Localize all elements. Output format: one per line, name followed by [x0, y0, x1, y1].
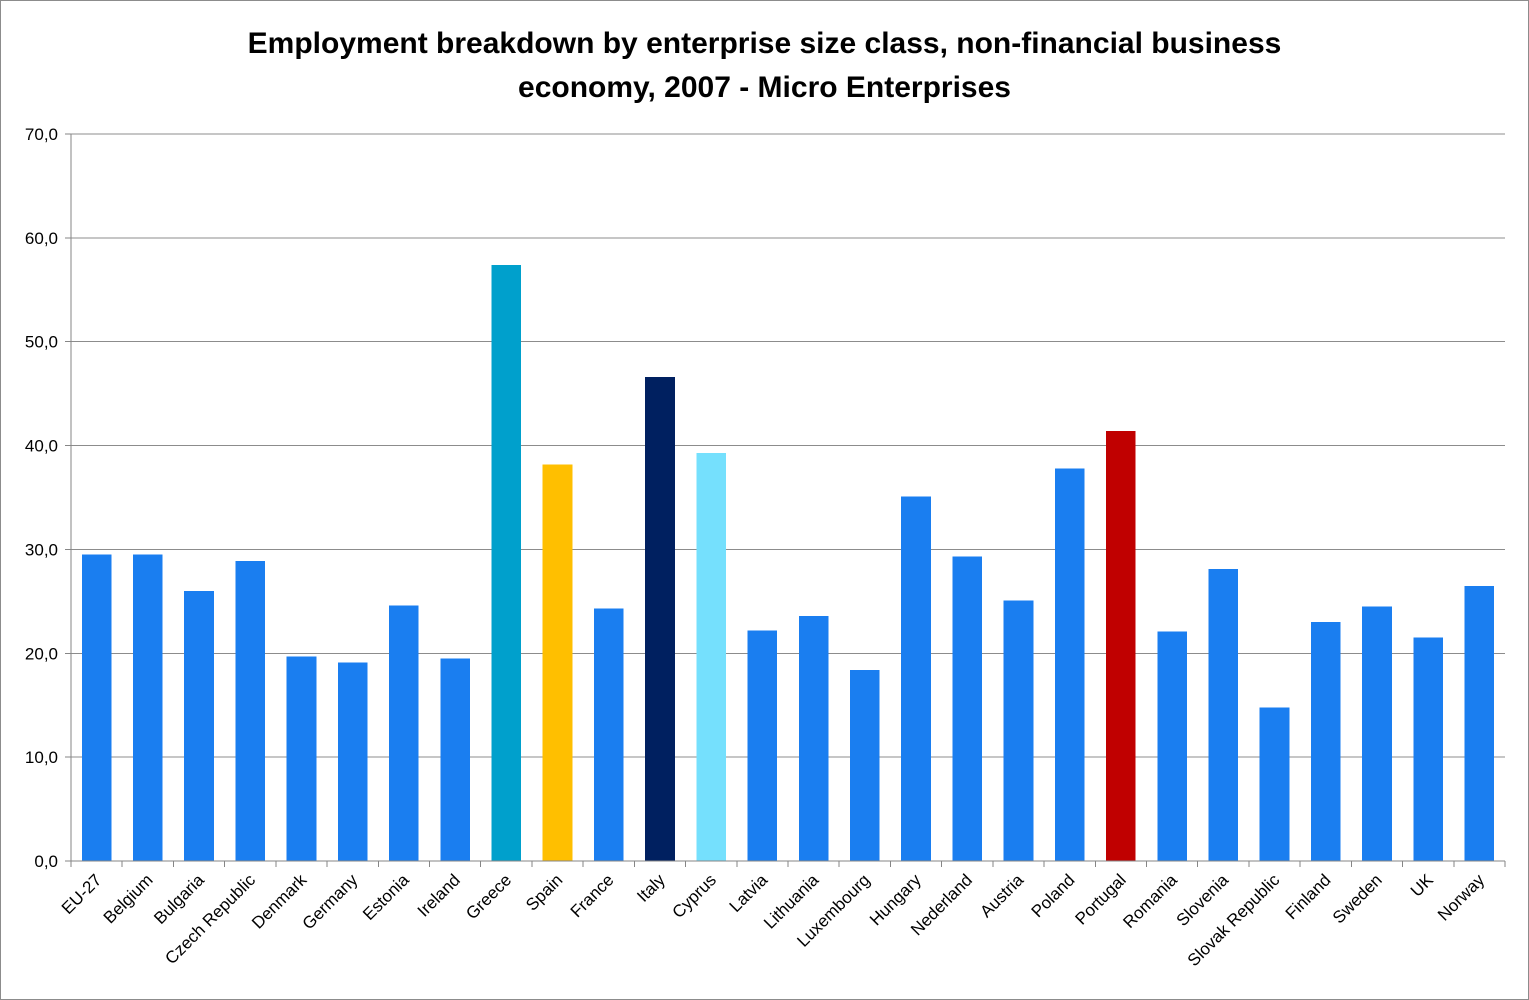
x-category-label: EU-27: [58, 870, 106, 918]
x-category-label: Cyprus: [668, 870, 720, 922]
x-category-label: Estonia: [359, 870, 413, 924]
y-tick-label: 20,0: [25, 644, 58, 663]
x-category-label: Belgium: [100, 870, 157, 927]
bar-belgium: [132, 554, 163, 861]
y-tick-label: 0,0: [34, 852, 58, 871]
x-category-label: France: [567, 870, 618, 921]
bar-austria: [1003, 600, 1034, 861]
bars: [81, 264, 1495, 861]
x-category-label: Poland: [1028, 870, 1079, 921]
bar-denmark: [286, 656, 317, 861]
bar-estonia: [389, 605, 419, 861]
bar-italy: [645, 377, 675, 861]
bar-slovak-republic: [1259, 707, 1290, 861]
bar-romania: [1157, 631, 1187, 861]
bar-ireland: [440, 658, 470, 861]
x-category-label: Ireland: [414, 870, 464, 920]
x-category-label: Austria: [976, 870, 1027, 921]
gridlines: [71, 133, 1505, 758]
bar-eu-27: [81, 554, 112, 861]
axes: [65, 133, 1506, 867]
bar-portugal: [1106, 431, 1136, 861]
x-category-label: Slovak Republic: [1184, 870, 1284, 970]
bar-bulgaria: [184, 590, 214, 861]
bar-france: [593, 608, 624, 861]
y-tick-label: 60,0: [25, 229, 58, 248]
bar-czech-republic: [235, 560, 266, 861]
bar-greece: [491, 264, 522, 861]
bar-cyprus: [696, 452, 727, 861]
bar-norway: [1464, 585, 1495, 861]
bar-lithuania: [798, 615, 829, 861]
bar-hungary: [901, 496, 931, 861]
x-category-label: Norway: [1434, 870, 1489, 925]
y-axis-tick-labels: 0,0 10,0 20,0 30,0 40,0 50,0 60,0 70,0: [25, 125, 58, 871]
x-category-label: Latvia: [726, 870, 772, 916]
x-category-label: UK: [1407, 870, 1438, 901]
y-tick-label: 50,0: [25, 333, 58, 352]
x-category-label: Spain: [522, 870, 566, 914]
bar-sweden: [1362, 606, 1392, 861]
y-tick-label: 30,0: [25, 540, 58, 559]
y-tick-label: 10,0: [25, 748, 58, 767]
x-category-label: Italy: [633, 870, 669, 906]
bar-luxembourg: [849, 669, 880, 861]
chart-title-line-2: economy, 2007 - Micro Enterprises: [518, 71, 1011, 104]
bar-germany: [337, 662, 368, 861]
x-category-label: Sweden: [1329, 870, 1386, 927]
x-category-label: Finland: [1282, 870, 1335, 923]
chart-title-line-1: Employment breakdown by enterprise size …: [247, 27, 1282, 60]
bar-finland: [1310, 622, 1341, 861]
bar-spain: [542, 464, 573, 861]
x-category-label: Greece: [462, 870, 515, 923]
y-tick-label: 40,0: [25, 437, 58, 456]
bar-latvia: [747, 630, 778, 861]
bar-uk: [1413, 637, 1444, 861]
x-category-label: Germany: [299, 870, 362, 933]
x-category-label: Romania: [1119, 870, 1181, 932]
x-category-label: Czech Republic: [161, 870, 259, 968]
bar-slovenia: [1208, 569, 1239, 861]
bar-poland: [1054, 468, 1085, 861]
y-tick-label: 70,0: [25, 125, 58, 144]
bar-nederland: [952, 556, 983, 861]
chart-title: Employment breakdown by enterprise size …: [0, 22, 1529, 110]
